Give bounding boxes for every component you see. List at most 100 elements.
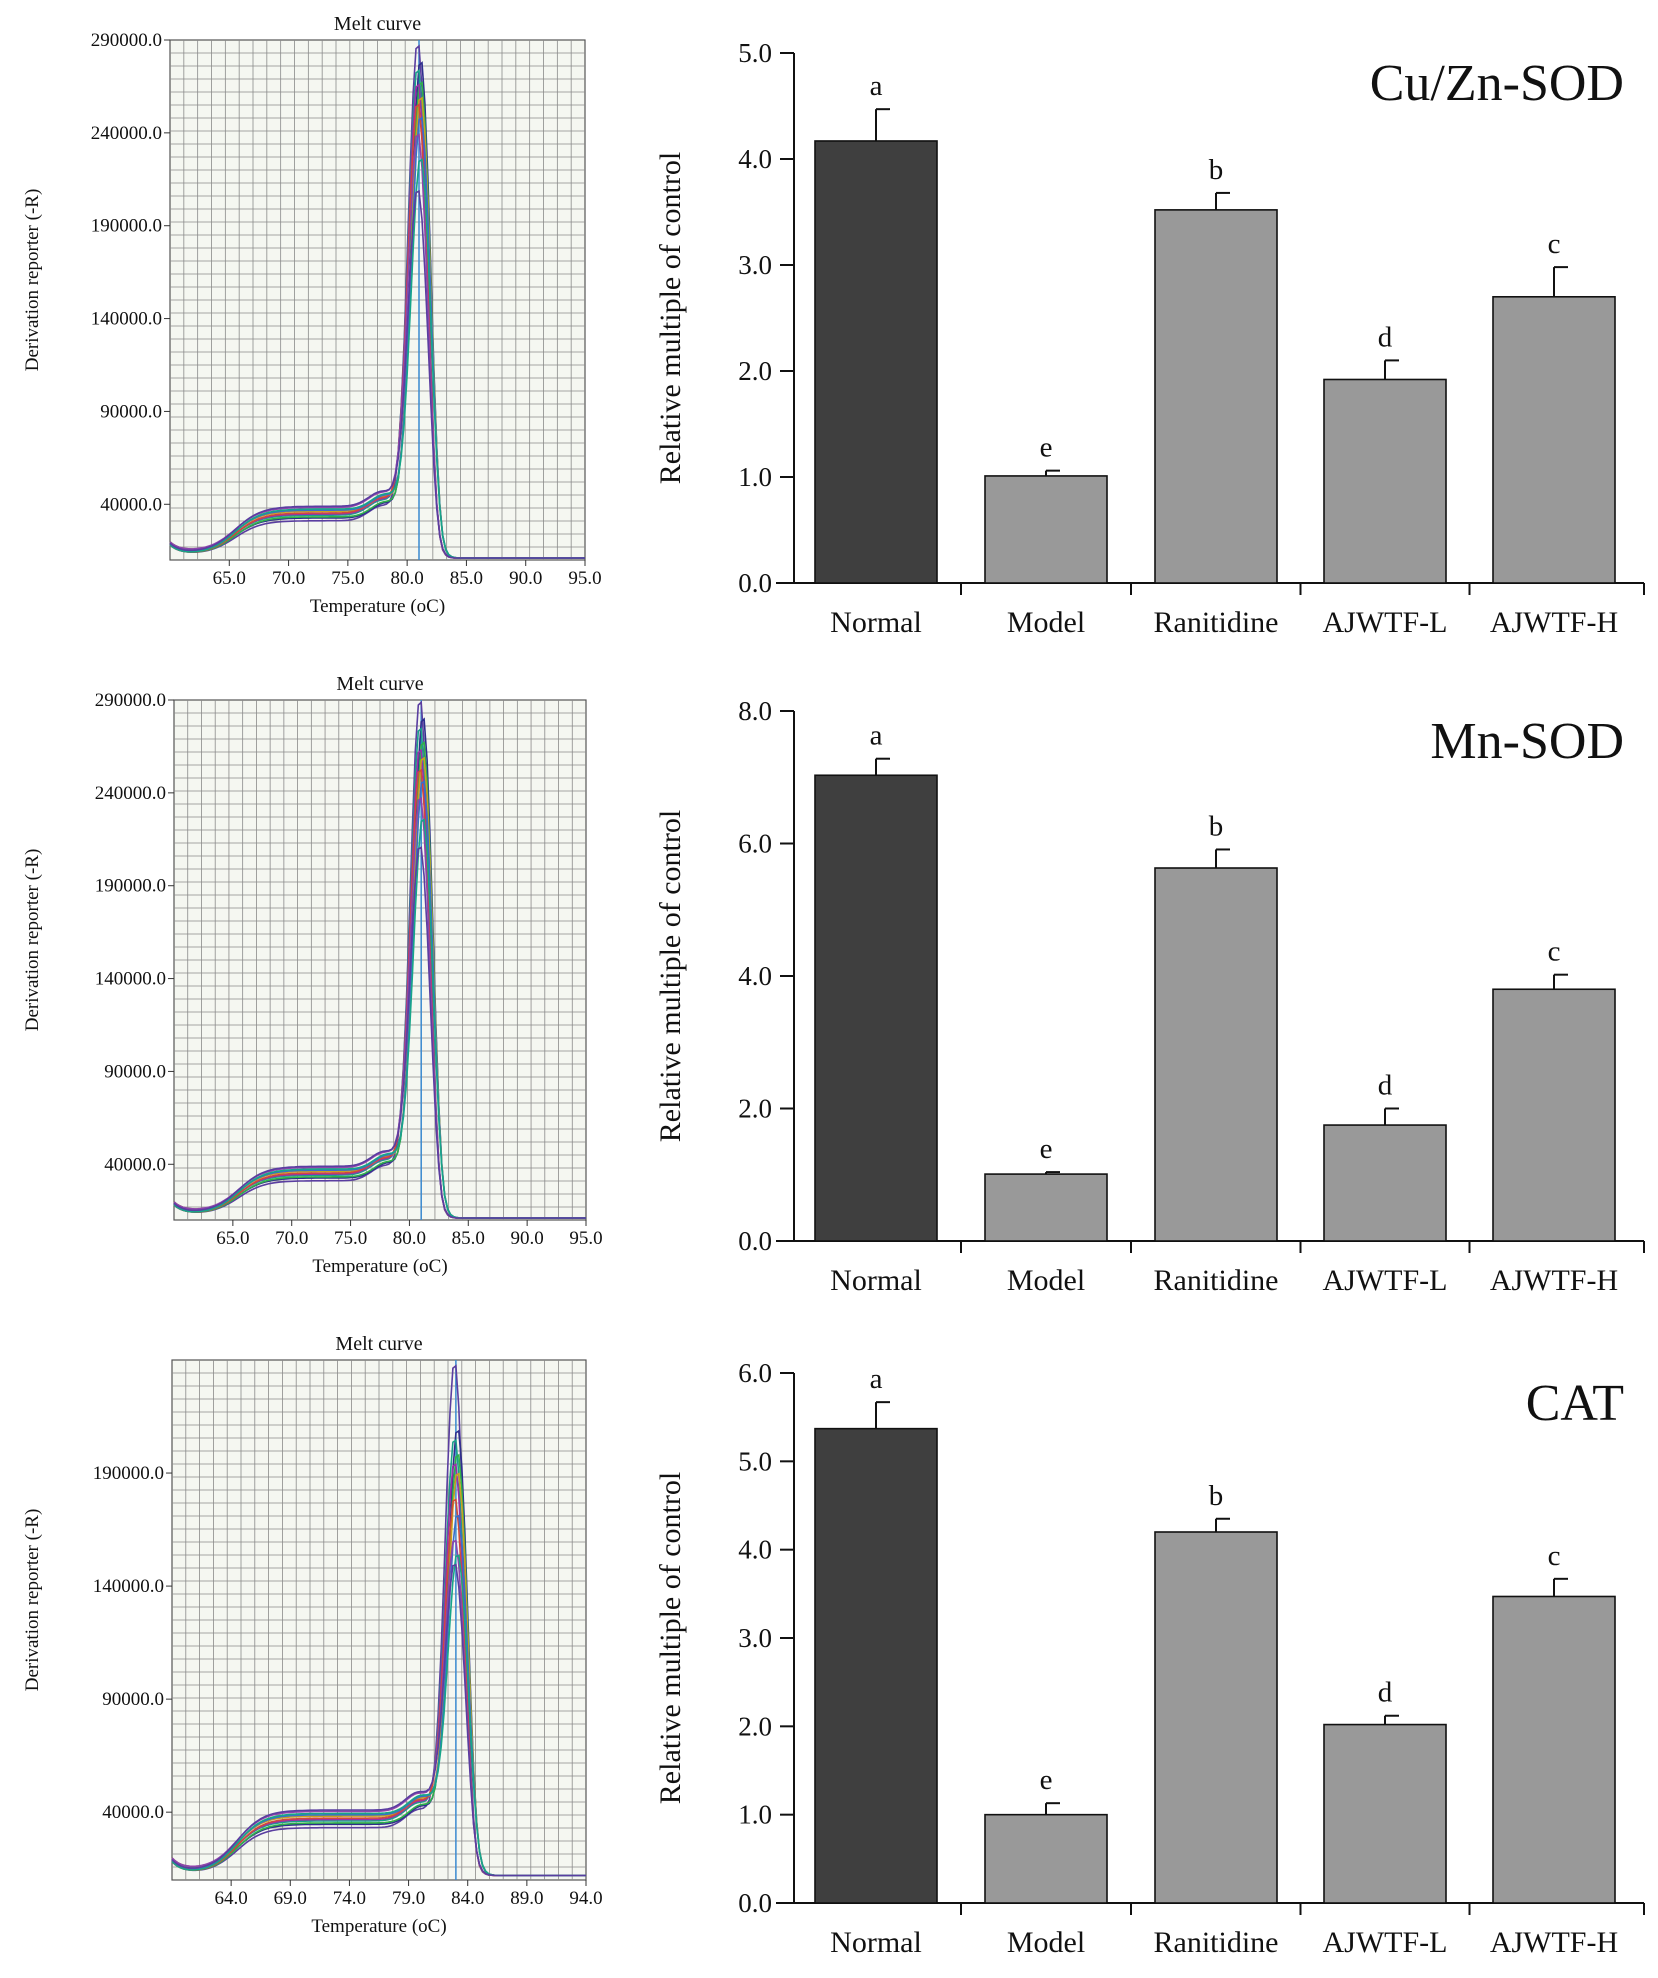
y-tick-label: 2.0 bbox=[738, 356, 772, 386]
gene-title: Mn-SOD bbox=[1430, 713, 1624, 770]
melt-ytick-label: 90000.0 bbox=[102, 1689, 164, 1710]
melt-xlabel-unit: (oC) bbox=[413, 1256, 448, 1277]
category-label: Model bbox=[1007, 606, 1085, 639]
y-tick-label: 0.0 bbox=[738, 1888, 772, 1918]
melt-xtick-label: 69.0 bbox=[274, 1888, 307, 1909]
melt-ylabel: Derivation reporter (-R) bbox=[22, 1509, 43, 1692]
melt-ylabel: Derivation reporter (-R) bbox=[22, 849, 43, 1032]
melt-xtick-label: 90.0 bbox=[509, 568, 542, 589]
significance-letter: b bbox=[1209, 154, 1224, 186]
bar-normal bbox=[814, 140, 938, 584]
significance-letter: e bbox=[1040, 432, 1053, 464]
melt-xtick-label: 95.0 bbox=[568, 568, 601, 589]
melt-xlabel-unit: (oC) bbox=[410, 596, 445, 617]
bar-ranitidine bbox=[1154, 867, 1278, 1242]
melt-ytick-label: 90000.0 bbox=[104, 1061, 166, 1082]
y-tick-label: 0.0 bbox=[738, 1226, 772, 1256]
y-tick-label: 8.0 bbox=[738, 696, 772, 726]
melt-ytick-label: 140000.0 bbox=[95, 969, 166, 990]
melt-curve-panel-2: Melt curve 40000.0 90000.0 140000.0 190000.0… bbox=[22, 673, 603, 1277]
melt-curve-panel-1: Melt curve 40000.0 90000.0 140000.0 190000.0… bbox=[22, 13, 602, 617]
significance-letter: d bbox=[1378, 1677, 1393, 1709]
melt-xtick-label: 85.0 bbox=[452, 1228, 485, 1249]
significance-letter: c bbox=[1548, 936, 1561, 968]
significance-letter: a bbox=[870, 720, 883, 752]
bar-model bbox=[984, 1813, 1108, 1904]
category-label: Normal bbox=[830, 1926, 922, 1959]
gene-title: Cu/Zn-SOD bbox=[1370, 55, 1624, 112]
melt-xtick-label: 65.0 bbox=[216, 1228, 249, 1249]
melt-xtick-label: 84.0 bbox=[451, 1888, 484, 1909]
melt-xlabel-text: Temperature bbox=[311, 1916, 411, 1937]
y-tick-label: 5.0 bbox=[738, 1446, 772, 1476]
bar-ajwtf-h bbox=[1492, 1595, 1616, 1904]
category-label: Ranitidine bbox=[1154, 1926, 1279, 1959]
melt-curves bbox=[171, 1364, 586, 1877]
bar-chart-cu-zn-sod: 0.0 1.0 2.0 3.0 4.0 5.0 Relative multiple of c… bbox=[654, 38, 1645, 639]
bar-ranitidine bbox=[1154, 1531, 1278, 1904]
category-label: Normal bbox=[830, 606, 922, 639]
melt-xlabel: Temperature (oC) bbox=[312, 1256, 447, 1277]
melt-ytick-label: 290000.0 bbox=[95, 690, 166, 711]
category-label: AJWTF-L bbox=[1323, 1926, 1448, 1959]
melt-xtick-label: 79.0 bbox=[392, 1888, 425, 1909]
y-tick-label: 4.0 bbox=[738, 1535, 772, 1565]
bar-chart-cat: 0.0 1.0 2.0 3.0 4.0 5.0 6.0 Relative multiple o… bbox=[654, 1358, 1645, 1959]
bar-normal bbox=[814, 1427, 938, 1904]
melt-xlabel: Temperature (oC) bbox=[311, 1916, 446, 1937]
melt-ylabel: Derivation reporter (-R) bbox=[22, 189, 43, 372]
melt-ytick-label: 240000.0 bbox=[95, 783, 166, 804]
category-label: Model bbox=[1007, 1264, 1085, 1297]
significance-letter: a bbox=[870, 1363, 883, 1395]
y-tick-label: 6.0 bbox=[738, 1358, 772, 1388]
bar-model bbox=[984, 475, 1108, 584]
significance-letter: b bbox=[1209, 810, 1224, 842]
category-label: Ranitidine bbox=[1154, 606, 1279, 639]
category-label: AJWTF-H bbox=[1490, 1926, 1618, 1959]
bar-ajwtf-l bbox=[1323, 378, 1447, 584]
category-label: Ranitidine bbox=[1154, 1264, 1279, 1297]
bar-normal bbox=[814, 774, 938, 1242]
significance-letter: d bbox=[1378, 1070, 1393, 1102]
category-label: AJWTF-H bbox=[1490, 606, 1618, 639]
y-tick-label: 2.0 bbox=[738, 1094, 772, 1124]
y-axis-label: Relative multiple of control bbox=[654, 810, 687, 1142]
y-tick-label: 1.0 bbox=[738, 462, 772, 492]
melt-curves bbox=[173, 700, 586, 1219]
category-label: AJWTF-H bbox=[1490, 1264, 1618, 1297]
melt-title: Melt curve bbox=[336, 673, 423, 695]
significance-letter: e bbox=[1040, 1133, 1053, 1165]
y-tick-label: 4.0 bbox=[738, 144, 772, 174]
bar-ranitidine bbox=[1154, 209, 1278, 584]
category-label: AJWTF-L bbox=[1323, 1264, 1448, 1297]
melt-xtick-label: 94.0 bbox=[569, 1888, 602, 1909]
melt-title: Melt curve bbox=[335, 1333, 422, 1355]
melt-xlabel-unit: (oC) bbox=[412, 1916, 447, 1937]
melt-xtick-label: 65.0 bbox=[213, 568, 246, 589]
melt-ytick-label: 40000.0 bbox=[102, 1802, 164, 1823]
melt-xtick-label: 80.0 bbox=[391, 568, 424, 589]
category-label: AJWTF-L bbox=[1323, 606, 1448, 639]
melt-xtick-label: 95.0 bbox=[569, 1228, 602, 1249]
melt-xtick-label: 70.0 bbox=[275, 1228, 308, 1249]
y-tick-label: 5.0 bbox=[738, 38, 772, 68]
y-tick-label: 0.0 bbox=[738, 568, 772, 598]
y-tick-label: 3.0 bbox=[738, 1623, 772, 1653]
bar-ajwtf-l bbox=[1323, 1124, 1447, 1242]
melt-xtick-label: 89.0 bbox=[510, 1888, 543, 1909]
melt-xlabel-text: Temperature bbox=[312, 1256, 412, 1277]
melt-xtick-label: 80.0 bbox=[393, 1228, 426, 1249]
category-label: Normal bbox=[830, 1264, 922, 1297]
melt-xlabel: Temperature (oC) bbox=[310, 596, 445, 617]
y-axis-label: Relative multiple of control bbox=[654, 152, 687, 484]
melt-xtick-label: 74.0 bbox=[333, 1888, 366, 1909]
melt-ytick-label: 190000.0 bbox=[95, 876, 166, 897]
melt-xtick-label: 70.0 bbox=[272, 568, 305, 589]
y-tick-label: 3.0 bbox=[738, 250, 772, 280]
category-label: Model bbox=[1007, 1926, 1085, 1959]
melt-xtick-label: 90.0 bbox=[511, 1228, 544, 1249]
grid bbox=[174, 700, 586, 1220]
significance-letter: b bbox=[1209, 1480, 1224, 1512]
bar-ajwtf-h bbox=[1492, 988, 1616, 1242]
melt-ytick-label: 40000.0 bbox=[104, 1154, 166, 1175]
